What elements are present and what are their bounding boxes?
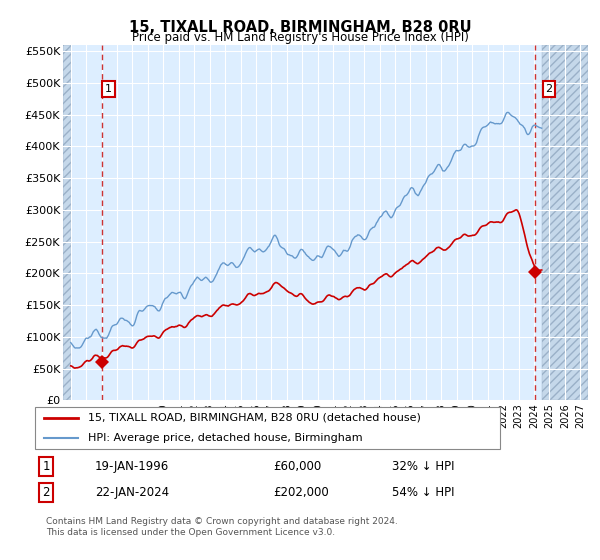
- Text: 22-JAN-2024: 22-JAN-2024: [95, 486, 169, 499]
- Text: 15, TIXALL ROAD, BIRMINGHAM, B28 0RU: 15, TIXALL ROAD, BIRMINGHAM, B28 0RU: [128, 20, 472, 35]
- Text: 1: 1: [43, 460, 50, 473]
- Text: 15, TIXALL ROAD, BIRMINGHAM, B28 0RU (detached house): 15, TIXALL ROAD, BIRMINGHAM, B28 0RU (de…: [88, 413, 421, 423]
- Text: Contains HM Land Registry data © Crown copyright and database right 2024.
This d: Contains HM Land Registry data © Crown c…: [46, 517, 398, 537]
- Text: £202,000: £202,000: [273, 486, 329, 499]
- Text: 2: 2: [545, 84, 553, 94]
- Text: 54% ↓ HPI: 54% ↓ HPI: [392, 486, 454, 499]
- Text: 2: 2: [43, 486, 50, 499]
- Text: Price paid vs. HM Land Registry's House Price Index (HPI): Price paid vs. HM Land Registry's House …: [131, 31, 469, 44]
- Text: HPI: Average price, detached house, Birmingham: HPI: Average price, detached house, Birm…: [88, 433, 362, 443]
- Text: 19-JAN-1996: 19-JAN-1996: [95, 460, 169, 473]
- Bar: [63, 45, 71, 400]
- Text: 32% ↓ HPI: 32% ↓ HPI: [392, 460, 454, 473]
- FancyBboxPatch shape: [35, 407, 500, 449]
- Text: £60,000: £60,000: [273, 460, 321, 473]
- Text: 1: 1: [105, 84, 112, 94]
- Bar: [542, 45, 588, 400]
